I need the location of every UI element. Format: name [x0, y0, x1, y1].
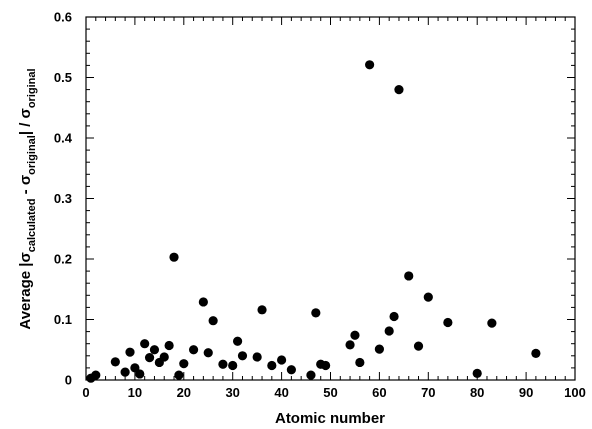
y-tick-label: 0.5	[54, 70, 72, 85]
data-point	[179, 359, 189, 369]
x-tick-label: 100	[564, 385, 586, 400]
y-axis-title-prefix: Average |	[17, 263, 34, 330]
data-point	[413, 341, 424, 351]
data-point	[252, 352, 262, 362]
data-point	[472, 368, 482, 378]
data-point	[306, 370, 316, 380]
y-tick-label: 0.3	[54, 191, 72, 206]
data-point	[321, 360, 331, 371]
data-point	[345, 340, 355, 350]
data-point	[140, 339, 150, 349]
data-point	[404, 271, 414, 281]
data-point	[188, 345, 199, 355]
data-point	[228, 360, 238, 371]
data-point	[423, 292, 433, 302]
x-tick-label: 40	[274, 385, 288, 400]
data-point	[218, 359, 228, 369]
data-point	[355, 357, 365, 368]
data-point	[443, 317, 453, 328]
data-point	[164, 340, 174, 351]
data-point	[267, 360, 277, 371]
data-point	[350, 330, 360, 340]
y-axis-title-mid-2: | /	[17, 118, 34, 135]
x-tick-label: 50	[323, 385, 337, 400]
data-point	[237, 351, 248, 361]
data-point	[384, 326, 394, 336]
data-points	[86, 60, 541, 383]
data-point	[311, 308, 321, 318]
plot-frame	[85, 16, 576, 381]
y-tick-label: 0.6	[54, 10, 72, 25]
x-tick-label: 0	[82, 385, 89, 400]
y-axis-title-sigma-1: σ	[17, 252, 34, 262]
data-point	[374, 344, 384, 354]
data-point	[286, 365, 296, 375]
data-point	[110, 357, 120, 367]
data-point	[135, 369, 145, 379]
y-axis-title-mid: -	[17, 185, 34, 198]
y-axis-title-sub-3: original	[26, 68, 38, 108]
y-tick-label: 0.1	[54, 312, 72, 327]
x-tick-label: 60	[372, 385, 386, 400]
y-axis-title-sub-1: calculated	[26, 198, 38, 252]
y-axis-title: Average |σcalculated - σoriginal| / σori…	[17, 68, 38, 329]
x-tick-label: 20	[177, 385, 191, 400]
data-point	[203, 348, 213, 358]
data-point	[394, 85, 404, 95]
x-tick-labels: 0 10 20 30 40 50 60 70 80 90 100	[82, 385, 585, 400]
data-point	[389, 311, 399, 322]
data-point	[159, 352, 169, 362]
x-axis-title: Atomic number	[275, 410, 385, 427]
y-tick-label: 0.4	[54, 131, 73, 146]
data-point	[149, 345, 160, 355]
data-point	[144, 353, 155, 363]
x-tick-label: 70	[421, 385, 435, 400]
data-point	[365, 60, 375, 70]
data-point	[232, 336, 243, 346]
y-tick-labels: 0 0.1 0.2 0.3 0.4 0.5 0.6	[54, 10, 73, 388]
data-point	[120, 367, 130, 377]
data-point	[198, 297, 208, 307]
data-point	[277, 355, 287, 365]
y-axis-title-sub-2: original	[26, 135, 38, 175]
data-point	[208, 316, 218, 326]
x-tick-label: 90	[519, 385, 533, 400]
data-point	[531, 348, 541, 358]
x-tick-label: 80	[470, 385, 484, 400]
data-point	[169, 252, 179, 262]
data-point	[91, 370, 101, 380]
y-axis-title-sigma-2: σ	[17, 175, 34, 185]
x-tick-label: 30	[225, 385, 239, 400]
y-tick-label: 0.2	[54, 252, 72, 267]
y-axis-title-sigma-3: σ	[17, 108, 34, 118]
axis-ticks	[85, 16, 576, 381]
data-point	[487, 318, 497, 328]
y-tick-label: 0	[65, 373, 72, 388]
data-point	[125, 347, 135, 357]
data-point	[257, 305, 267, 315]
data-point	[174, 370, 184, 380]
x-tick-label: 10	[128, 385, 142, 400]
